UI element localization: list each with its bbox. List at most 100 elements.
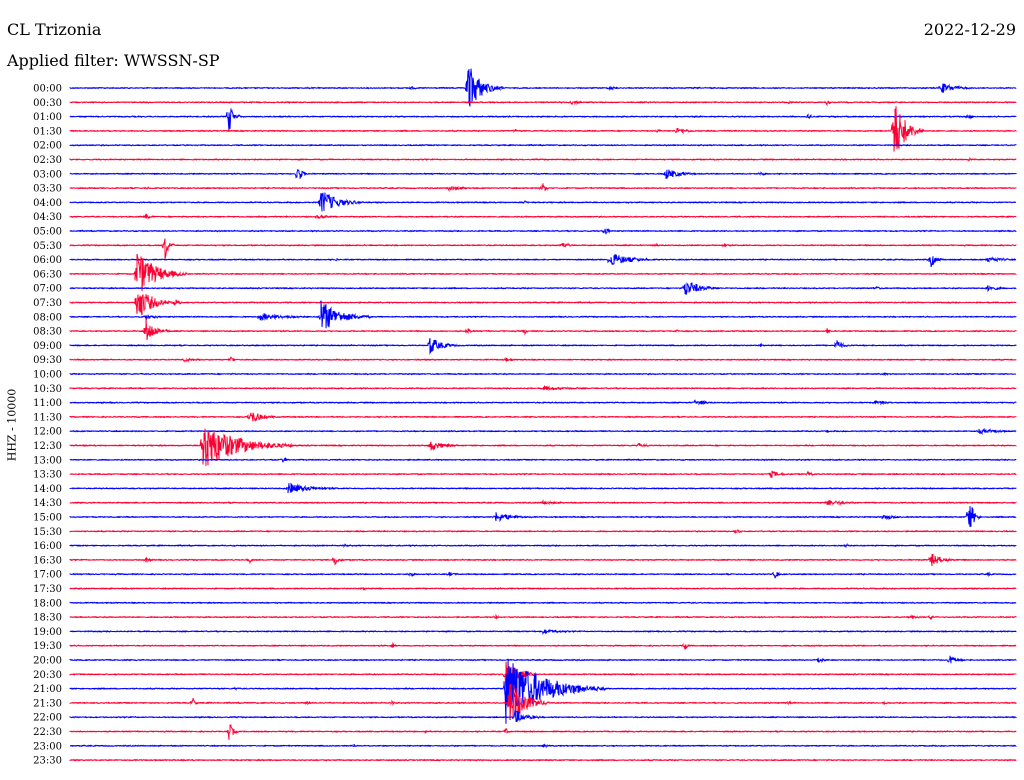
tick-label: 17:30 (33, 584, 62, 595)
trace-line (69, 529, 1017, 535)
tick-label: 19:30 (33, 641, 62, 652)
trace-line (69, 505, 1017, 528)
trace-line (69, 213, 1017, 220)
tick-label: 02:00 (33, 141, 62, 152)
tick-label: 10:00 (33, 370, 62, 381)
trace-line (69, 709, 1017, 723)
tick-label: 02:30 (33, 155, 62, 166)
tick-label: 08:30 (33, 327, 62, 338)
filter-label: Applied filter: WWSSN-SP (7, 51, 220, 70)
trace-line (69, 227, 1017, 235)
trace-line (69, 169, 1017, 179)
trace-line (69, 655, 1017, 664)
tick-label: 23:30 (33, 756, 62, 767)
trace-line (69, 143, 1017, 147)
tick-label: 01:00 (33, 112, 62, 123)
tick-label: 03:30 (33, 184, 62, 195)
tick-label: 03:00 (33, 169, 62, 180)
tick-label: 21:30 (33, 698, 62, 709)
tick-label: 00:00 (33, 84, 62, 95)
tick-label: 10:30 (33, 384, 62, 395)
trace-line (69, 108, 1017, 132)
tick-label: 06:00 (33, 255, 62, 266)
tick-label: 21:00 (33, 684, 62, 695)
tick-label: 00:30 (33, 98, 62, 109)
trace-line (69, 183, 1017, 193)
tick-label: 08:00 (33, 312, 62, 323)
tick-label: 19:00 (33, 627, 62, 638)
trace-line (69, 156, 1017, 162)
trace-line (69, 253, 1017, 292)
tick-label: 18:30 (33, 613, 62, 624)
tick-label: 13:30 (33, 470, 62, 481)
tick-label: 20:00 (33, 656, 62, 667)
tick-label: 14:30 (33, 498, 62, 509)
trace-line (69, 68, 1017, 107)
tick-label: 12:00 (33, 427, 62, 438)
tick-label: 06:30 (33, 269, 62, 280)
trace-line (69, 542, 1017, 549)
trace-line (69, 318, 1017, 341)
tick-label: 15:30 (33, 527, 62, 538)
tick-label: 16:00 (33, 541, 62, 552)
trace-line (69, 601, 1017, 605)
tick-label: 05:00 (33, 227, 62, 238)
date-label: 2022-12-29 (923, 20, 1016, 39)
tick-label: 05:30 (33, 241, 62, 252)
trace-line (69, 428, 1017, 466)
tick-label: 22:30 (33, 727, 62, 738)
tick-label: 07:00 (33, 284, 62, 295)
trace-line (69, 470, 1017, 478)
trace-line (69, 743, 1017, 749)
tick-label: 04:00 (33, 198, 62, 209)
tick-label: 20:30 (33, 670, 62, 681)
trace-line (69, 294, 1017, 316)
tick-label: 09:30 (33, 355, 62, 366)
trace-line (69, 412, 1017, 423)
trace-line (69, 456, 1017, 463)
trace-line (69, 628, 1017, 636)
trace-line (69, 482, 1017, 494)
trace-line (69, 641, 1017, 650)
trace-line (69, 661, 1017, 693)
trace-line (69, 384, 1017, 391)
trace-line (69, 254, 1017, 268)
trace-line (69, 338, 1017, 355)
tick-label: 04:30 (33, 212, 62, 223)
tick-label: 01:30 (33, 126, 62, 137)
trace-line (69, 724, 1017, 740)
tick-label: 18:00 (33, 598, 62, 609)
tick-label: 14:00 (33, 484, 62, 495)
trace-line (69, 613, 1017, 620)
tick-label: 09:00 (33, 341, 62, 352)
station-title: CL Trizonia (7, 20, 102, 39)
trace-line (69, 586, 1017, 591)
trace-line (69, 553, 1017, 566)
tick-label: 17:00 (33, 570, 62, 581)
tick-label: 11:30 (33, 412, 62, 423)
tick-label: 22:00 (33, 713, 62, 724)
tick-label: 11:00 (33, 398, 62, 409)
trace-line (69, 683, 1017, 719)
trace-line (69, 571, 1017, 579)
trace-line (69, 192, 1017, 212)
trace-line (69, 356, 1017, 363)
tick-label: 07:30 (33, 298, 62, 309)
trace-line (69, 238, 1017, 259)
trace-line (69, 100, 1017, 107)
trace-line (69, 427, 1017, 436)
trace-line (69, 300, 1017, 329)
tick-label: 23:00 (33, 741, 62, 752)
trace-line (69, 758, 1017, 762)
trace-line (69, 658, 1017, 724)
trace-line (69, 106, 1017, 152)
trace-line (69, 399, 1017, 406)
trace-line (69, 499, 1017, 506)
tick-label: 12:30 (33, 441, 62, 452)
trace-line (69, 371, 1017, 377)
tick-label: 16:30 (33, 555, 62, 566)
tick-label: 15:00 (33, 513, 62, 524)
tick-label: 13:00 (33, 455, 62, 466)
trace-line (69, 282, 1017, 295)
